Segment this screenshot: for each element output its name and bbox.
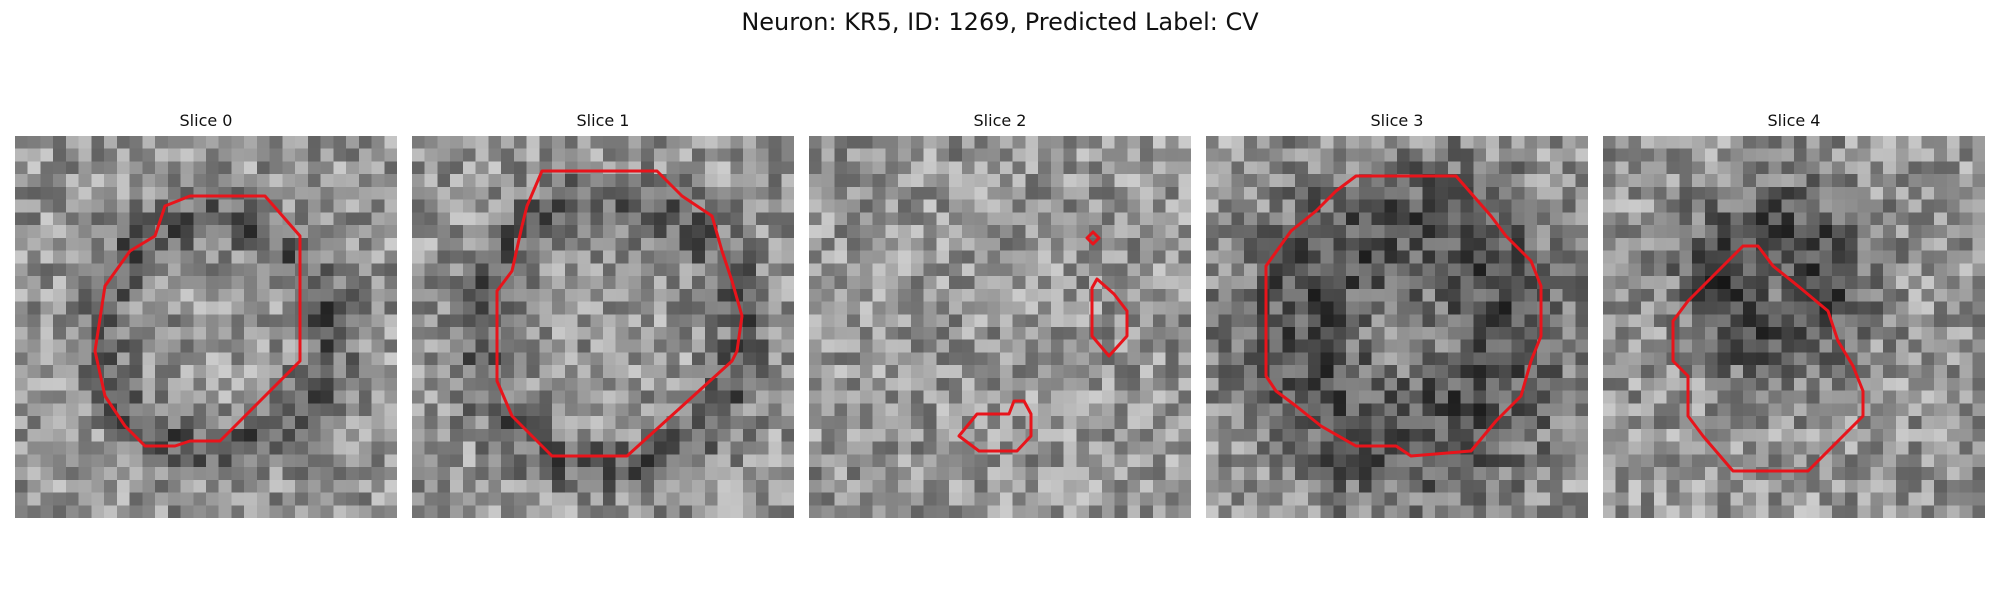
cell-contour — [957, 399, 1033, 453]
grayscale-patch — [15, 136, 397, 518]
segmentation-overlay — [1671, 244, 1865, 473]
slice-label: Slice 2 — [973, 111, 1027, 130]
microscopy-image — [15, 136, 397, 518]
slice-label: Slice 1 — [576, 111, 630, 130]
microscopy-image — [809, 136, 1191, 518]
slice-label: Slice 0 — [179, 111, 233, 130]
segmentation-overlay — [495, 169, 744, 458]
panel-slice-2: Slice 2 — [809, 110, 1191, 518]
cell-contour — [1085, 230, 1101, 246]
cell-contour — [93, 194, 302, 448]
segmentation-overlay — [957, 230, 1129, 453]
cell-contour — [1671, 244, 1865, 473]
panel-slice-3: Slice 3 — [1206, 110, 1588, 518]
figure-title: Neuron: KR5, ID: 1269, Predicted Label: … — [741, 8, 1259, 36]
grayscale-patch — [1206, 136, 1588, 518]
grayscale-patch — [412, 136, 794, 518]
cell-contour — [1264, 174, 1543, 458]
microscopy-image — [1603, 136, 1985, 518]
panel-slice-4: Slice 4 — [1603, 110, 1985, 518]
cell-contour — [495, 169, 744, 458]
grayscale-patch — [1603, 136, 1985, 518]
slice-label: Slice 4 — [1767, 111, 1821, 130]
microscopy-image — [412, 136, 794, 518]
panel-slice-1: Slice 1 — [412, 110, 794, 518]
cell-contour — [1090, 277, 1129, 358]
slice-label: Slice 3 — [1370, 111, 1424, 130]
segmentation-overlay — [93, 194, 302, 448]
segmentation-overlay — [1264, 174, 1543, 458]
microscopy-image — [1206, 136, 1588, 518]
panel-slice-0: Slice 0 — [15, 110, 397, 518]
